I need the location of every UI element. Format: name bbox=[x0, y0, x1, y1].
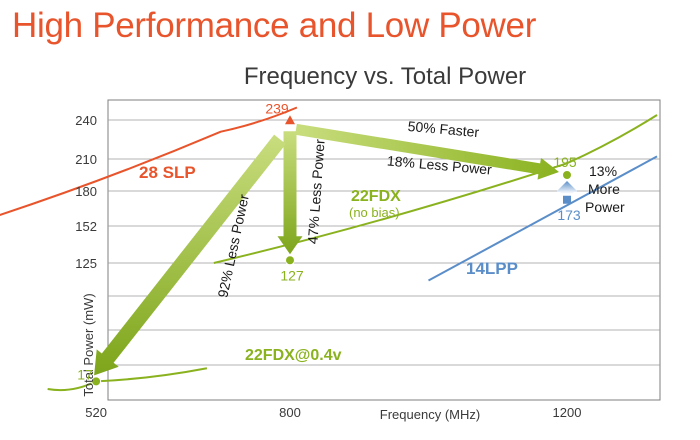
arrow-faster bbox=[295, 123, 559, 180]
y-tick-label: 152 bbox=[75, 219, 97, 234]
marker-triangle bbox=[285, 115, 295, 125]
series-22fdx bbox=[213, 114, 658, 264]
arrow-47-less bbox=[277, 131, 303, 255]
value-label-239: 239 bbox=[265, 100, 289, 116]
value-label-173: 173 bbox=[557, 207, 581, 223]
value-label-195: 195 bbox=[553, 154, 577, 170]
arrow-more-power bbox=[556, 181, 578, 194]
series-label-14lpp: 14LPP bbox=[466, 259, 518, 278]
marker-circle bbox=[285, 255, 295, 266]
marker-circle bbox=[91, 376, 102, 387]
x-tick-label: 520 bbox=[85, 405, 107, 420]
headline: High Performance and Low Power bbox=[12, 6, 537, 45]
chart-title: Frequency vs. Total Power bbox=[243, 63, 527, 90]
marker-square bbox=[563, 195, 571, 204]
series-28slp bbox=[0, 106, 298, 216]
series-label-28slp: 28 SLP bbox=[139, 163, 196, 182]
series-sublabel-22fdx: (no bias) bbox=[349, 205, 400, 220]
marker-circle bbox=[562, 170, 572, 180]
y-tick-label: 240 bbox=[75, 113, 97, 128]
plot-frame bbox=[107, 99, 661, 401]
y-tick-label: 210 bbox=[75, 152, 97, 167]
series-22fdx-0-4v bbox=[47, 367, 208, 392]
value-label-127: 127 bbox=[280, 267, 304, 283]
series-label-22fdx-0-4v: 22FDX@0.4v bbox=[245, 347, 342, 364]
arrow-92-less bbox=[94, 134, 286, 376]
y-tick-label: 125 bbox=[75, 256, 97, 271]
x-tick-label: 1200 bbox=[553, 405, 582, 420]
series-label-22fdx: 22FDX bbox=[351, 188, 401, 205]
annotation-more: More bbox=[588, 181, 620, 197]
y-axis-label: Total Power (mW) bbox=[81, 293, 96, 396]
annotation-47-less-power: 47% Less Power bbox=[304, 138, 327, 244]
annotation-power: Power bbox=[585, 199, 625, 215]
x-axis-label: Frequency (MHz) bbox=[380, 407, 480, 422]
y-tick-label: 180 bbox=[75, 184, 97, 199]
value-label-17: 17 bbox=[77, 366, 93, 382]
x-tick-label: 800 bbox=[279, 405, 301, 420]
annotation-13: 13% bbox=[589, 163, 617, 179]
annotation-50-faster: 50% Faster bbox=[407, 118, 480, 140]
series-14lpp bbox=[428, 155, 658, 282]
